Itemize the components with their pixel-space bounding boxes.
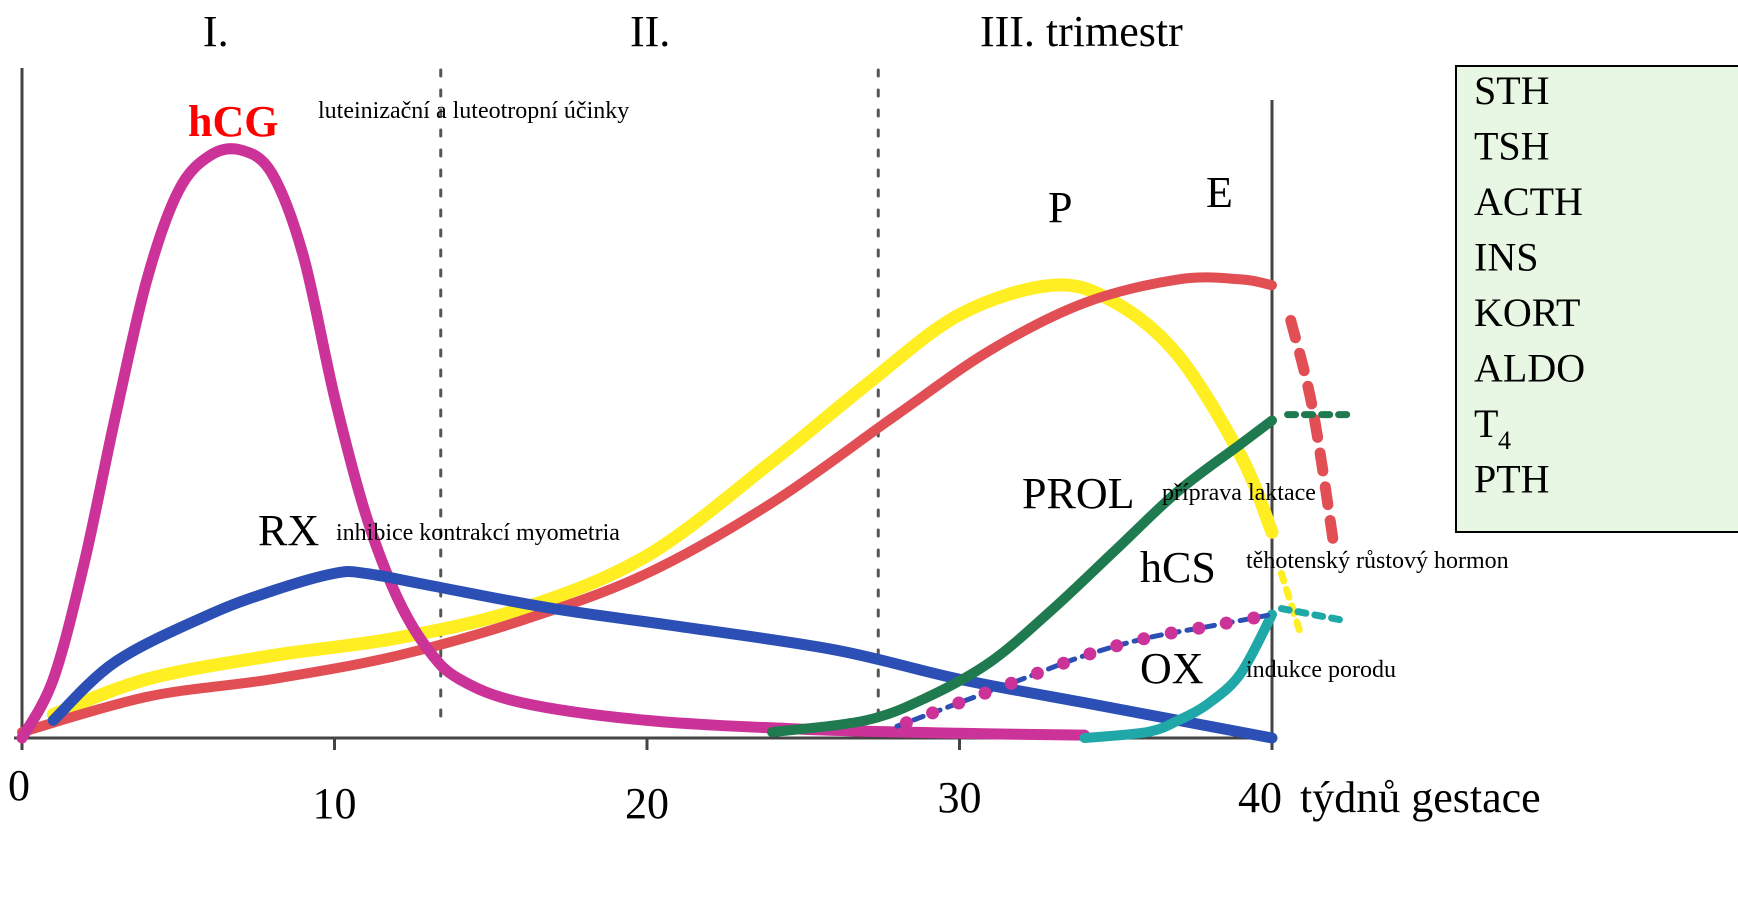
hcs-dot (1030, 666, 1044, 680)
x-tick-label-10: 10 (313, 779, 357, 828)
hcs-dot (1219, 616, 1233, 630)
series-label-rx: RX (258, 506, 319, 555)
trimester-label-3: III. trimestr (980, 7, 1183, 56)
series-note-ox: indukce porodu (1246, 657, 1396, 683)
hcs-dot (952, 696, 966, 710)
hormone-list-item-ins: INS (1474, 235, 1538, 280)
series-line-hcs (894, 612, 1275, 729)
series-note-rx: inhibice kontrakcí myometria (336, 520, 620, 546)
series-note-hcg: luteinizační a luteotropní účinky (318, 98, 629, 124)
series-lines (16, 143, 1354, 744)
series-label-hcg: hCG (188, 97, 278, 146)
hcs-dot (1004, 676, 1018, 690)
series-note-prol: příprava laktace (1162, 480, 1316, 506)
hcs-dot (926, 706, 940, 720)
hormone-list-item-t: T (1474, 401, 1498, 446)
trimester-boundaries (439, 68, 880, 722)
series-note-hcs: těhotenský růstový hormon (1246, 548, 1509, 574)
hormone-list-item-sth: STH (1474, 68, 1550, 113)
x-tick-label-30: 30 (938, 773, 982, 822)
hcs-dot (1137, 632, 1151, 646)
series-line-prol (767, 415, 1277, 738)
hormone-list-item-acth: ACTH (1474, 179, 1583, 224)
hcs-dot (1057, 656, 1070, 670)
hcs-dot (978, 686, 992, 700)
postpartum-line-ox (1277, 605, 1348, 624)
hormone-list-item-aldo: ALDO (1474, 346, 1585, 391)
series-label-e: E (1206, 168, 1233, 217)
trimester-labels: I. II. III. trimestr (203, 7, 1183, 56)
series-label-hcs: hCS (1140, 543, 1216, 592)
x-tick-label-0: 0 (8, 761, 30, 810)
series-label-p: P (1048, 183, 1072, 232)
hcs-dot (1164, 626, 1178, 640)
series-line-rx (47, 566, 1278, 744)
hcs-dot (899, 716, 913, 730)
series-line-p (46, 278, 1279, 721)
hcs-dot (1110, 639, 1124, 653)
series-line-hcg (16, 143, 1090, 744)
trimester-label-1: I. (203, 7, 229, 56)
hcs-dot (1247, 611, 1261, 625)
postpartum-line-p (1277, 569, 1304, 636)
tick-labels: 0 10 20 30 40 týdnů gestace (8, 761, 1541, 828)
hormone-list-item-pth: PTH (1474, 457, 1550, 502)
trimester-label-2: II. (630, 7, 670, 56)
hcs-dot (1192, 621, 1206, 635)
x-tick-label-40: 40 (1238, 773, 1282, 822)
hcs-dot (1083, 647, 1097, 661)
axes (14, 68, 1274, 750)
series-line-e (17, 272, 1277, 738)
hormone-list-subscript: 4 (1498, 426, 1511, 455)
series-label-ox: OX (1140, 644, 1204, 693)
series-labels: hCG luteinizační a luteotropní účinky RX in… (188, 97, 1509, 693)
postpartum-line-e (1285, 315, 1340, 556)
series-label-prol: PROL (1022, 469, 1134, 518)
series-line-ox (1079, 609, 1277, 743)
x-tick-label-20: 20 (625, 779, 669, 828)
x-axis-label: týdnů gestace (1300, 773, 1541, 822)
hormone-list-item-tsh: TSH (1474, 124, 1550, 169)
hormone-list-box (1455, 65, 1738, 533)
hormone-list-item-kort: KORT (1474, 290, 1580, 335)
